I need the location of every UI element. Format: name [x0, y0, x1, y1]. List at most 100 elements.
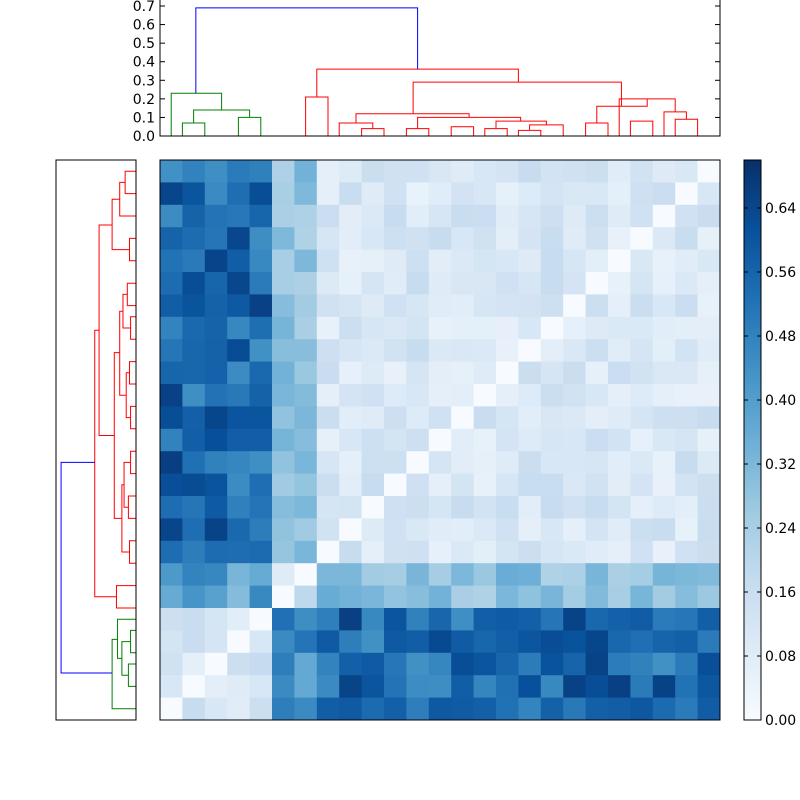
- heatmap-cell: [675, 316, 699, 340]
- heatmap-cell: [249, 473, 273, 497]
- heatmap-cell: [406, 227, 430, 251]
- heatmap-cell: [204, 451, 228, 475]
- heatmap-cell: [160, 675, 183, 699]
- heatmap-cell: [428, 652, 452, 676]
- heatmap-panel: [159, 159, 721, 721]
- heatmap-cell: [585, 540, 609, 564]
- heatmap-cell: [675, 249, 699, 273]
- heatmap-cell: [204, 563, 228, 587]
- heatmap-cell: [294, 540, 318, 564]
- heatmap-cell: [361, 294, 385, 318]
- heatmap-cell: [316, 406, 340, 430]
- heatmap-cell: [339, 563, 363, 587]
- top-dendrogram-link: [495, 120, 547, 129]
- heatmap-cell: [608, 339, 631, 363]
- top-dendrogram-link: [170, 92, 223, 136]
- heatmap-cell: [182, 160, 206, 183]
- heatmap-cell: [451, 652, 475, 676]
- heatmap-cell: [227, 608, 251, 631]
- heatmap-cell: [563, 496, 587, 519]
- heatmap-cell: [652, 496, 676, 519]
- heatmap-cell: [675, 294, 699, 318]
- colorbar-panel: 0.00 0.08 0.16 0.24 0.32 0.40 0.48 0.56 0.64: [743, 159, 796, 729]
- heatmap-cell: [652, 518, 676, 542]
- heatmap-cell: [697, 361, 721, 385]
- heatmap-cell: [563, 182, 587, 206]
- heatmap-cell: [585, 204, 609, 228]
- heatmap-cell: [272, 204, 295, 228]
- heatmap-cell: [652, 540, 676, 564]
- heatmap-cell: [496, 160, 519, 183]
- heatmap-cell: [294, 249, 318, 273]
- heatmap-cell: [272, 361, 295, 385]
- heatmap-cell: [361, 697, 385, 721]
- heatmap-cell: [518, 496, 542, 519]
- colorbar-tick-label: 0.64: [765, 201, 796, 217]
- heatmap-cell: [540, 451, 564, 475]
- heatmap-cell: [361, 540, 385, 564]
- heatmap-cell: [451, 630, 475, 654]
- heatmap-cell: [227, 540, 251, 564]
- heatmap-cell: [496, 518, 519, 542]
- heatmap-cell: [675, 227, 699, 251]
- heatmap-cell: [249, 496, 273, 519]
- heatmap-cell: [182, 451, 206, 475]
- heatmap-cell: [697, 473, 721, 497]
- left-dendrogram-link: [125, 372, 131, 419]
- heatmap-cell: [496, 585, 519, 609]
- heatmap-cell: [406, 473, 430, 497]
- heatmap-cell: [608, 249, 631, 273]
- heatmap-cell: [697, 160, 721, 183]
- heatmap-cell: [697, 227, 721, 251]
- heatmap-cell: [294, 160, 318, 183]
- left-dendrogram-panel: [55, 159, 137, 721]
- heatmap-cell: [384, 160, 407, 183]
- heatmap-cell: [384, 540, 407, 564]
- heatmap-cell: [406, 451, 430, 475]
- heatmap-cell: [608, 608, 631, 631]
- heatmap-cell: [652, 249, 676, 273]
- heatmap-cell: [652, 339, 676, 363]
- heatmap-cell: [608, 160, 631, 183]
- heatmap-cell: [316, 249, 340, 273]
- heatmap-cell: [496, 406, 519, 430]
- heatmap-cell: [428, 608, 452, 631]
- heatmap-cell: [361, 428, 385, 452]
- heatmap-cell: [496, 496, 519, 519]
- heatmap-cell: [652, 406, 676, 430]
- heatmap-cell: [384, 227, 407, 251]
- top-dendrogram-panel: 0.0 0.1 0.2 0.3 0.4 0.5 0.6 0.7: [133, 0, 721, 145]
- heatmap-cell: [652, 451, 676, 475]
- heatmap-cell: [182, 361, 206, 385]
- heatmap-cell: [294, 697, 318, 721]
- heatmap-cell: [473, 608, 497, 631]
- heatmap-cell: [406, 652, 430, 676]
- heatmap-cell: [518, 316, 542, 340]
- heatmap-cell: [540, 675, 564, 699]
- heatmap-cell: [384, 608, 407, 631]
- heatmap-cell: [160, 563, 183, 587]
- heatmap-cell: [384, 428, 407, 452]
- heatmap-cell: [540, 563, 564, 587]
- heatmap-cell: [227, 451, 251, 475]
- heatmap-cell: [630, 451, 654, 475]
- heatmap-cell: [204, 496, 228, 519]
- heatmap-cell: [697, 249, 721, 273]
- heatmap-cell: [249, 249, 273, 273]
- heatmap-cell: [585, 384, 609, 407]
- heatmap-cell: [406, 316, 430, 340]
- colorbar-tick-label: 0.08: [765, 649, 796, 665]
- heatmap-cell: [697, 496, 721, 519]
- heatmap-cell: [630, 384, 654, 407]
- top-dendrogram-link: [412, 81, 622, 114]
- heatmap-cell: [496, 249, 519, 273]
- heatmap-cell: [182, 316, 206, 340]
- heatmap-cell: [473, 451, 497, 475]
- heatmap-cell: [272, 406, 295, 430]
- heatmap-cell: [227, 406, 251, 430]
- heatmap-cell: [160, 406, 183, 430]
- heatmap-cell: [227, 384, 251, 407]
- top-dendrogram-link: [355, 113, 470, 123]
- left-dendrogram-frame: [55, 159, 137, 721]
- heatmap-cell: [249, 697, 273, 721]
